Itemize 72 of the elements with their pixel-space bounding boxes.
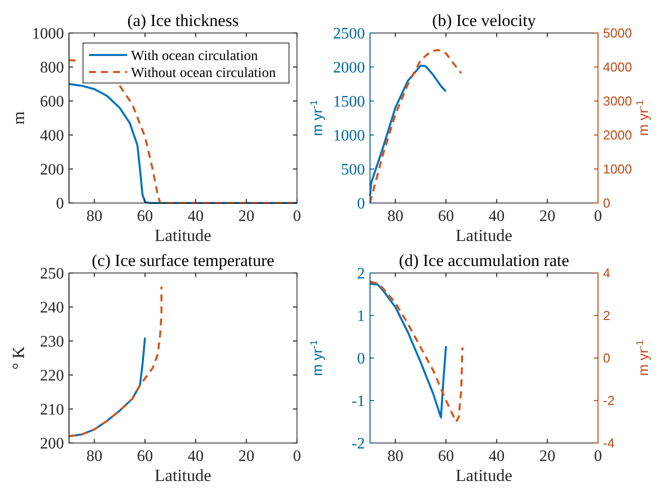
y-tick-label: 220: [40, 368, 64, 385]
y2-tick-label: -2: [603, 393, 615, 408]
y-tick-label: -1: [352, 393, 365, 410]
y-tick-label: 800: [40, 60, 64, 77]
y-tick-label: 200: [40, 162, 64, 179]
line-series: [369, 64, 447, 198]
x-tick-label: 80: [86, 448, 102, 465]
legend-label: With ocean circulation: [131, 48, 258, 64]
x-axis-title: Latitude: [456, 466, 512, 485]
y-tick-label: 0: [357, 196, 365, 213]
y-tick-label: 0: [56, 196, 64, 213]
y-tick-label: 210: [40, 402, 64, 419]
x-tick-label: 80: [387, 448, 404, 465]
y-tick-label: 250: [40, 266, 64, 283]
line-series: [369, 49, 462, 204]
x-tick-label: 20: [238, 208, 254, 225]
line-series: [68, 83, 298, 204]
x-tick-label: 0: [293, 208, 301, 225]
y2-tick-label: 5000: [603, 26, 632, 41]
y2-tick-label: 2000: [603, 128, 632, 143]
chart-title: (b) Ice velocity: [432, 11, 536, 30]
line-series: [68, 286, 162, 438]
x-tick-label: 80: [86, 208, 102, 225]
y2-tick-label: 3000: [603, 94, 632, 109]
y-tick-label: 1000: [32, 26, 64, 43]
y2-tick-label: 0: [603, 196, 610, 211]
y-tick-label: 2000: [333, 60, 365, 77]
y-tick-label: -2: [352, 436, 365, 453]
x-tick-label: 40: [188, 448, 204, 465]
y-tick-label: 2: [357, 266, 365, 283]
x-tick-label: 0: [594, 208, 602, 225]
line-series: [369, 280, 464, 423]
line-series: [369, 282, 447, 418]
y-tick-label: 600: [40, 94, 64, 111]
chart-title: (c) Ice surface temperature: [92, 251, 274, 270]
y-tick-label: 500: [341, 162, 365, 179]
x-tick-label: 20: [238, 448, 254, 465]
x-axis-title: Latitude: [456, 226, 512, 245]
x-tick-label: 20: [539, 208, 556, 225]
y2-tick-label: 4000: [603, 60, 632, 75]
y2-tick-label: 4: [603, 266, 610, 281]
chart-title: (d) Ice accumulation rate: [398, 251, 570, 270]
y-tick-label: 0: [357, 350, 365, 368]
x-tick-label: 20: [539, 448, 556, 465]
y-tick-label: 2500: [333, 26, 365, 43]
y2-tick-label: 1000: [603, 162, 632, 177]
y-tick-label: 200: [40, 436, 64, 453]
x-tick-label: 40: [188, 208, 204, 225]
x-tick-label: 60: [438, 448, 454, 465]
chart-title: (a) Ice thickness: [127, 11, 239, 30]
y-tick-label: 1500: [333, 94, 365, 111]
y-tick-label: 400: [40, 128, 64, 145]
x-tick-label: 60: [137, 448, 153, 465]
x-tick-label: 0: [293, 448, 301, 465]
legend-label: Without ocean circulation: [131, 66, 276, 81]
x-tick-label: 60: [438, 208, 454, 225]
y2-tick-label: 2: [603, 308, 610, 324]
x-tick-label: 60: [137, 208, 153, 225]
y-tick-label: 1: [357, 308, 365, 326]
y-tick-label: 230: [40, 334, 64, 351]
x-axis-title: Latitude: [154, 226, 212, 245]
y-axis-title: m: [9, 111, 28, 125]
y2-tick-label: -4: [603, 436, 615, 451]
x-tick-label: 0: [594, 448, 602, 465]
x-tick-label: 40: [488, 448, 505, 465]
y2-tick-label: 0: [603, 350, 610, 366]
y-tick-label: 1000: [333, 128, 365, 145]
y-tick-label: 240: [40, 300, 64, 317]
y-axis-title: ° K: [9, 346, 28, 370]
x-axis-title: Latitude: [154, 466, 212, 485]
x-tick-label: 40: [488, 208, 505, 225]
x-tick-label: 80: [387, 208, 404, 225]
